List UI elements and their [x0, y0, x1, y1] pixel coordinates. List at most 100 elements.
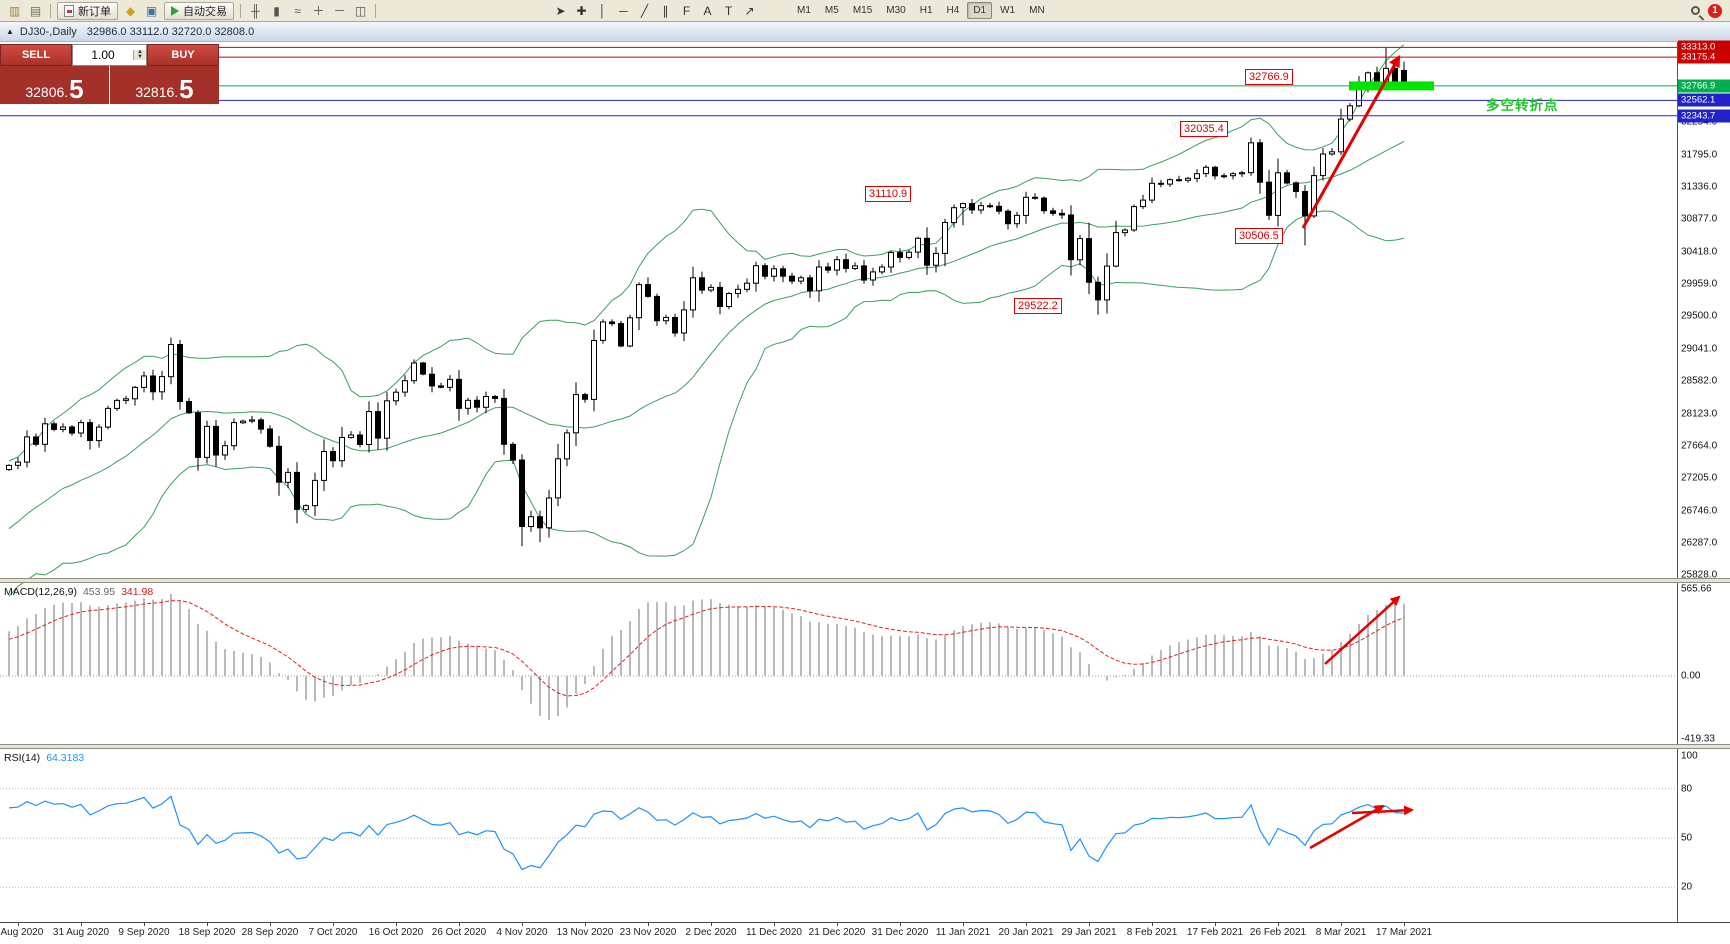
chart-caption-bar: ▲ DJ30-,Daily 32986.0 33112.0 32720.0 32…	[0, 22, 1730, 42]
timeframe-button-h1[interactable]: H1	[919, 5, 933, 16]
buy-price-display[interactable]: 32816. 5	[110, 66, 219, 104]
date-axis-label: 20 Jan 2021	[998, 927, 1054, 938]
channel-icon[interactable]: ∥	[662, 3, 669, 18]
search-icon[interactable]	[1691, 6, 1700, 15]
buy-button[interactable]: BUY	[147, 44, 219, 66]
date-tick	[207, 922, 208, 926]
price-flag-label: 30506.5	[1235, 228, 1283, 245]
new-chart-icon[interactable]: ▥	[8, 3, 21, 18]
date-tick	[648, 922, 649, 926]
label-icon[interactable]: T	[724, 3, 733, 18]
sell-price-display[interactable]: 32806. 5	[0, 66, 109, 104]
date-axis-label: 9 Sep 2020	[118, 927, 170, 938]
chart-symbol-period: DJ30-,Daily	[19, 25, 77, 38]
price-axis[interactable]	[1677, 42, 1730, 922]
metaeditor-icon[interactable]: ◆	[125, 3, 136, 18]
crosshair-icon[interactable]: ✚	[576, 3, 587, 18]
price-axis-label: 29500.0	[1681, 310, 1718, 322]
date-axis-label: 11 Dec 2020	[746, 927, 802, 938]
price-axis-label: 30877.0	[1681, 213, 1718, 225]
auto-trading-play-icon	[171, 5, 179, 16]
collapse-one-click-button[interactable]: ▲	[6, 27, 14, 36]
price-axis-label: 31336.0	[1681, 181, 1718, 193]
price-flag-label: 32035.4	[1180, 120, 1228, 137]
date-tick	[585, 922, 586, 926]
timeframe-button-w1[interactable]: W1	[1000, 5, 1016, 16]
zoom-out-icon[interactable]: －	[333, 4, 346, 18]
date-tick	[837, 922, 838, 926]
trendline-icon[interactable]: ╱	[640, 3, 649, 18]
price-axis-label: 29959.0	[1681, 278, 1718, 290]
price-axis-label: 29041.0	[1681, 343, 1718, 355]
pane-splitter[interactable]	[0, 744, 1730, 749]
date-axis-label: 11 Jan 2021	[935, 927, 991, 938]
date-axis-label: 17 Mar 2021	[1375, 927, 1433, 938]
zoom-in-icon[interactable]: ＋	[312, 4, 325, 18]
chart-profiles-icon[interactable]: ▤	[29, 3, 42, 18]
date-tick	[711, 922, 712, 926]
price-axis-label: 31795.0	[1681, 149, 1718, 160]
price-axis-label: 27205.0	[1681, 472, 1718, 484]
date-tick	[1215, 922, 1216, 926]
macd-axis-label: -419.33	[1681, 733, 1715, 745]
sell-button[interactable]: SELL	[0, 44, 72, 66]
toolbar: ▥ ▤ 新订单 ◆ ▣ 自动交易 ╫ ▮ ≈ ＋ － ◫ ➤ ✚ │ ─ ╱ ∥ F A T ↗ M1 M5 M15 M30 H1 H…	[0, 0, 1730, 22]
chart-ohlc-values: 32986.0 33112.0 32720.0 32808.0	[86, 25, 255, 38]
macd-axis-label: 565.66	[1681, 583, 1712, 595]
candlestick-chart-icon[interactable]: ▮	[273, 3, 280, 18]
horizontal-line-icon[interactable]: ─	[619, 3, 628, 18]
date-tick	[1026, 922, 1027, 926]
terminal-icon[interactable]: ▣	[145, 3, 158, 18]
arrows-icon[interactable]: ↗	[744, 3, 755, 18]
date-tick	[1341, 922, 1342, 926]
bar-chart-icon[interactable]: ╫	[251, 3, 260, 18]
timeframe-button-m30[interactable]: M30	[886, 5, 906, 16]
date-tick	[900, 922, 901, 926]
volume-input[interactable]	[73, 48, 133, 62]
volume-up-button[interactable]: ▲	[134, 49, 146, 55]
date-axis-label: 16 Oct 2020	[368, 927, 424, 938]
pane-splitter[interactable]	[0, 578, 1730, 583]
timeframe-button-d1[interactable]: D1	[967, 2, 993, 19]
date-axis-label: 21 Dec 2020	[808, 927, 866, 938]
date-axis-label: 23 Nov 2020	[619, 927, 677, 938]
date-tick	[333, 922, 334, 926]
cursor-icon[interactable]: ➤	[555, 3, 566, 18]
date-tick	[522, 922, 523, 926]
date-axis-label: 13 Nov 2020	[556, 927, 614, 938]
fibonacci-icon[interactable]: F	[682, 3, 691, 18]
time-axis[interactable]	[0, 922, 1730, 944]
price-line-tag: 32343.7	[1678, 109, 1730, 123]
rsi-indicator-label: RSI(14) 64.3183	[4, 752, 85, 764]
line-chart-icon[interactable]: ≈	[294, 3, 301, 18]
price-axis-label: 26746.0	[1681, 505, 1718, 517]
date-axis-label: 29 Jan 2021	[1061, 927, 1117, 938]
date-tick	[396, 922, 397, 926]
date-axis-label: 4 Nov 2020	[496, 927, 548, 938]
tile-windows-icon[interactable]: ◫	[354, 3, 367, 18]
timeframe-button-h4[interactable]: H4	[946, 5, 960, 16]
timeframe-button-m5[interactable]: M5	[824, 5, 839, 16]
toolbar-separator	[375, 3, 376, 18]
timeframe-button-mn[interactable]: MN	[1029, 5, 1045, 16]
new-order-button[interactable]: 新订单	[57, 1, 118, 20]
macd-axis-label: 0.00	[1681, 670, 1701, 682]
timeframe-button-m15[interactable]: M15	[852, 5, 873, 16]
date-tick	[270, 922, 271, 926]
date-axis-label: 26 Feb 2021	[1249, 927, 1307, 938]
price-line-tag: 33175.4	[1678, 50, 1730, 64]
date-tick	[1278, 922, 1279, 926]
volume-down-button[interactable]: ▼	[134, 54, 146, 60]
timeframe-button-m1[interactable]: M1	[797, 5, 811, 16]
vertical-line-icon[interactable]: │	[598, 3, 607, 18]
date-tick	[1089, 922, 1090, 926]
notification-badge[interactable]: 1	[1708, 3, 1722, 18]
price-flag-label: 32766.9	[1245, 68, 1293, 85]
date-tick	[1152, 922, 1153, 926]
text-icon[interactable]: A	[703, 3, 712, 18]
auto-trading-button[interactable]: 自动交易	[164, 1, 234, 20]
date-tick	[144, 922, 145, 926]
date-tick	[1404, 922, 1405, 926]
date-axis-label: 31 Aug 2020	[52, 927, 110, 938]
